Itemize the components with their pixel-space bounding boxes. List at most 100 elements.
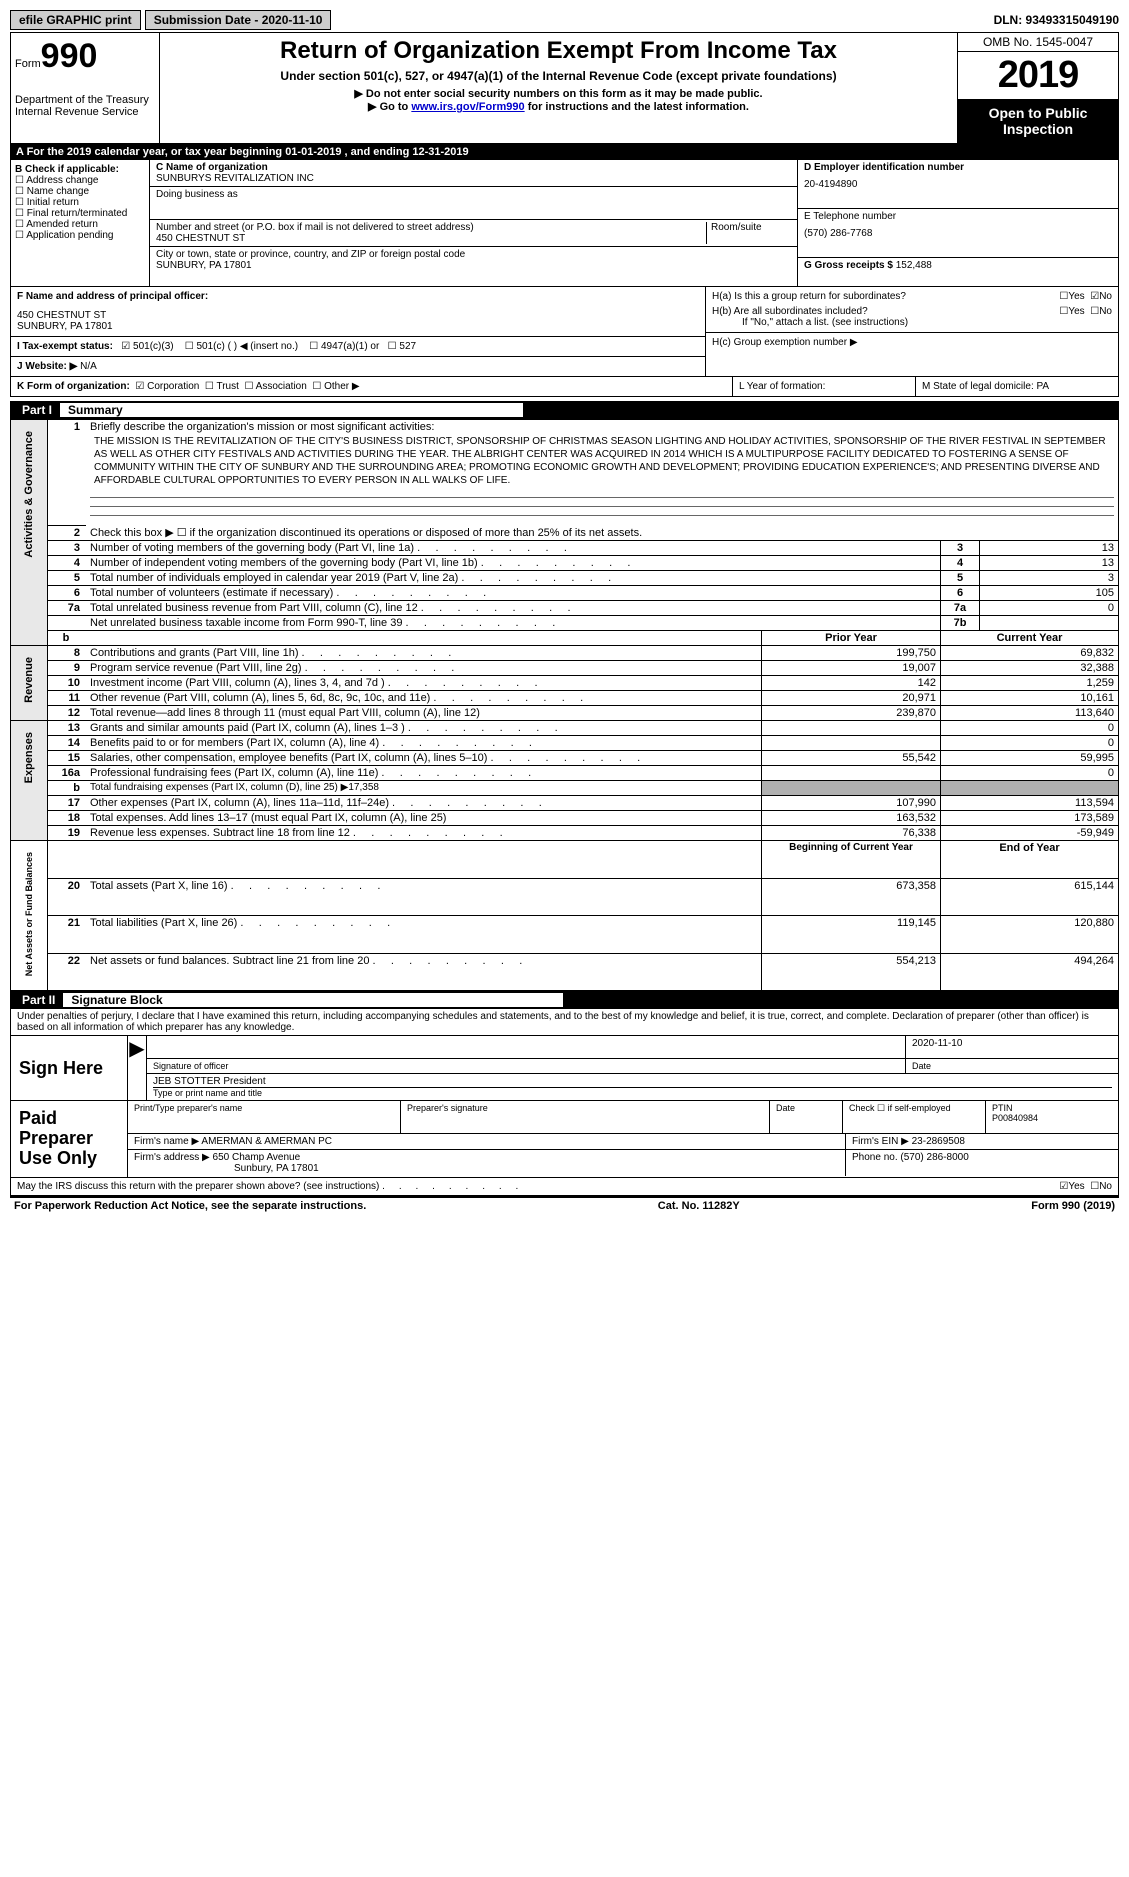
type-name-label: Type or print name and title xyxy=(153,1087,1112,1098)
firm-name-value: AMERMAN & AMERMAN PC xyxy=(201,1136,332,1147)
chk-4947[interactable]: ☐ 4947(a)(1) or xyxy=(301,341,379,352)
table-row: 22Net assets or fund balances. Subtract … xyxy=(11,953,1119,991)
table-row: 4Number of independent voting members of… xyxy=(11,556,1119,571)
org-name: SUNBURYS REVITALIZATION INC xyxy=(156,173,791,184)
discuss-row: May the IRS discuss this return with the… xyxy=(11,1178,1118,1195)
col-c: C Name of organization SUNBURYS REVITALI… xyxy=(150,160,797,286)
part2-num: Part II xyxy=(16,993,61,1007)
table-row: bTotal fundraising expenses (Part IX, co… xyxy=(11,781,1119,796)
period-bar: A For the 2019 calendar year, or tax yea… xyxy=(10,144,1119,160)
current-year-header: Current Year xyxy=(941,631,1119,646)
col-d: D Employer identification number 20-4194… xyxy=(797,160,1118,286)
sig-date-value: 2020-11-10 xyxy=(906,1036,1118,1058)
table-row: 20Total assets (Part X, line 16)673,3586… xyxy=(11,878,1119,916)
form-number: 990 xyxy=(41,37,98,75)
open-inspection: Open to Public Inspection xyxy=(958,99,1118,143)
prior-year-header: Prior Year xyxy=(762,631,941,646)
sidelabel-exp: Expenses xyxy=(11,721,48,841)
chk-amended[interactable]: ☐ Amended return xyxy=(15,219,145,230)
table-row: 9Program service revenue (Part VIII, lin… xyxy=(11,661,1119,676)
firm-phone-value: (570) 286-8000 xyxy=(900,1152,968,1163)
ssn-note: ▶ Do not enter social security numbers o… xyxy=(168,87,949,100)
hb-note: If "No," attach a list. (see instruction… xyxy=(742,317,1112,328)
table-row: 14Benefits paid to or for members (Part … xyxy=(11,736,1119,751)
city-value: SUNBURY, PA 17801 xyxy=(156,260,791,271)
chk-final[interactable]: ☐ Final return/terminated xyxy=(15,208,145,219)
chk-527[interactable]: ☐ 527 xyxy=(382,341,416,352)
h-block: H(a) Is this a group return for subordin… xyxy=(706,287,1118,376)
firm-addr1: 650 Champ Avenue xyxy=(213,1152,301,1163)
goto-prefix: ▶ Go to xyxy=(368,101,411,113)
sidelabel-ag: Activities & Governance xyxy=(11,420,48,646)
dln-label: DLN: 93493315049190 xyxy=(994,13,1119,27)
table-row: 5Total number of individuals employed in… xyxy=(11,571,1119,586)
irs-label: Internal Revenue Service xyxy=(15,106,155,118)
irs-link[interactable]: www.irs.gov/Form990 xyxy=(411,101,524,113)
ha-yesno[interactable]: ☐Yes ☑No xyxy=(1059,291,1112,302)
chk-other[interactable]: ☐ Other ▶ xyxy=(310,381,360,392)
table-row: 16aProfessional fundraising fees (Part I… xyxy=(11,766,1119,781)
table-row: Net unrelated business taxable income fr… xyxy=(11,616,1119,631)
form-label: Form xyxy=(15,58,41,70)
l-label: L Year of formation: xyxy=(733,377,916,396)
discuss-text: May the IRS discuss this return with the… xyxy=(17,1181,1059,1192)
j-label: J Website: ▶ xyxy=(17,361,77,372)
sign-here-label: Sign Here xyxy=(11,1036,128,1100)
part2-header: Part II Signature Block xyxy=(10,991,1119,1009)
table-row: 6Total number of volunteers (estimate if… xyxy=(11,586,1119,601)
form-header: Form990 Department of the Treasury Inter… xyxy=(10,32,1119,144)
chk-application[interactable]: ☐ Application pending xyxy=(15,230,145,241)
table-row: 15Salaries, other compensation, employee… xyxy=(11,751,1119,766)
table-row: 3Number of voting members of the governi… xyxy=(11,541,1119,556)
tax-year: 2019 xyxy=(958,52,1118,99)
ha-text: H(a) Is this a group return for subordin… xyxy=(712,291,1059,302)
gross-label: G Gross receipts $ xyxy=(804,260,893,271)
f-addr2: SUNBURY, PA 17801 xyxy=(17,321,699,332)
prep-date-label: Date xyxy=(770,1101,843,1133)
table-row: 7aTotal unrelated business revenue from … xyxy=(11,601,1119,616)
table-row: 18Total expenses. Add lines 13–17 (must … xyxy=(11,811,1119,826)
form-title: Return of Organization Exempt From Incom… xyxy=(168,37,949,65)
part1-title: Summary xyxy=(60,403,523,417)
form-subtitle: Under section 501(c), 527, or 4947(a)(1)… xyxy=(168,69,949,83)
hb-yesno[interactable]: ☐Yes ☐No xyxy=(1059,306,1112,317)
chk-address[interactable]: ☐ Address change xyxy=(15,175,145,186)
chk-initial[interactable]: ☐ Initial return xyxy=(15,197,145,208)
firm-addr2: Sunbury, PA 17801 xyxy=(234,1163,839,1174)
sig-officer-space xyxy=(147,1036,906,1058)
chk-name[interactable]: ☐ Name change xyxy=(15,186,145,197)
sidelabel-net: Net Assets or Fund Balances xyxy=(11,841,48,991)
header-mid: Return of Organization Exempt From Incom… xyxy=(160,33,957,143)
treasury-dept: Department of the Treasury xyxy=(15,94,155,106)
street-value: 450 CHESTNUT ST xyxy=(156,233,702,244)
table-row: 17Other expenses (Part IX, column (A), l… xyxy=(11,796,1119,811)
efile-button[interactable]: efile GRAPHIC print xyxy=(10,10,141,30)
top-bar: efile GRAPHIC print Submission Date - 20… xyxy=(10,10,1119,30)
entity-block: B Check if applicable: ☐ Address change … xyxy=(10,160,1119,287)
ptin-value: P00840984 xyxy=(992,1113,1112,1123)
footer: For Paperwork Reduction Act Notice, see … xyxy=(10,1196,1119,1214)
check-self[interactable]: Check ☐ if self-employed xyxy=(843,1101,986,1133)
chk-assoc[interactable]: ☐ Association xyxy=(242,381,307,392)
chk-corp[interactable]: ☑ Corporation xyxy=(133,381,200,392)
goto-suffix: for instructions and the latest informat… xyxy=(525,101,749,113)
chk-501c[interactable]: ☐ 501(c) ( ) ◀ (insert no.) xyxy=(176,341,298,352)
part1-num: Part I xyxy=(16,403,58,417)
signature-block: Under penalties of perjury, I declare th… xyxy=(10,1009,1119,1195)
begin-year-header: Beginning of Current Year xyxy=(762,841,941,879)
line2: Check this box ▶ ☐ if the organization d… xyxy=(86,525,1119,541)
c-name-label: C Name of organization xyxy=(156,162,791,173)
prep-sig-label: Preparer's signature xyxy=(401,1101,770,1133)
sig-date-label: Date xyxy=(906,1059,1118,1073)
ein-value: 20-4194890 xyxy=(804,179,1112,190)
chk-501c3[interactable]: ☑ 501(c)(3) xyxy=(116,341,174,352)
city-cell: City or town, state or province, country… xyxy=(150,247,797,273)
b-label: B Check if applicable: xyxy=(15,164,145,175)
submission-date-button[interactable]: Submission Date - 2020-11-10 xyxy=(145,10,332,30)
k-label: K Form of organization: xyxy=(17,381,130,392)
discuss-yesno[interactable]: ☑Yes ☐No xyxy=(1059,1181,1112,1192)
firm-phone-label: Phone no. xyxy=(852,1152,898,1163)
goto-note: ▶ Go to www.irs.gov/Form990 for instruct… xyxy=(168,100,949,113)
prep-name-label: Print/Type preparer's name xyxy=(128,1101,401,1133)
chk-trust[interactable]: ☐ Trust xyxy=(202,381,239,392)
